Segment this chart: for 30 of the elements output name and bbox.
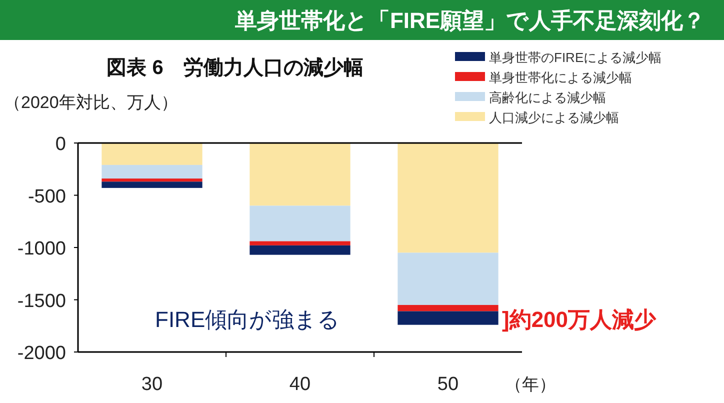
y-tick-label: -500: [28, 186, 66, 208]
y-tick-label: -1500: [17, 290, 66, 312]
legend-label: 人口減少による減少幅: [489, 110, 619, 125]
x-tick-label: 40: [289, 374, 311, 395]
bar: [250, 241, 350, 246]
annotation: FIRE傾向が強まる: [155, 307, 340, 332]
legend-label: 単身世帯化による減少幅: [489, 70, 632, 85]
bar: [250, 143, 350, 206]
bar: [102, 178, 202, 182]
x-tick-label: 30: [141, 374, 163, 395]
x-tick-label: 50: [437, 374, 459, 395]
annotation: ]約200万人減少: [502, 307, 658, 332]
bar: [398, 252, 498, 305]
legend-label: 高齢化による減少幅: [489, 90, 606, 105]
y-tick-label: -1000: [17, 238, 66, 260]
y-tick-label: -2000: [17, 343, 66, 364]
x-axis-title: （年）: [505, 375, 556, 394]
y-axis-title: （2020年対比、万人）: [4, 93, 178, 112]
bar: [250, 206, 350, 242]
bar: [102, 164, 202, 179]
legend-label: 単身世帯のFIREによる減少幅: [489, 50, 662, 65]
bar: [250, 245, 350, 255]
chart-subtitle: 図表 6 労働力人口の減少幅: [106, 56, 364, 79]
bar: [102, 143, 202, 165]
bar: [398, 143, 498, 253]
chart-title: 単身世帯化と「FIRE願望」で人手不足深刻化？: [234, 8, 706, 33]
bar: [398, 311, 498, 325]
bar: [398, 304, 498, 312]
bar: [102, 182, 202, 188]
y-tick-label: 0: [55, 134, 66, 155]
